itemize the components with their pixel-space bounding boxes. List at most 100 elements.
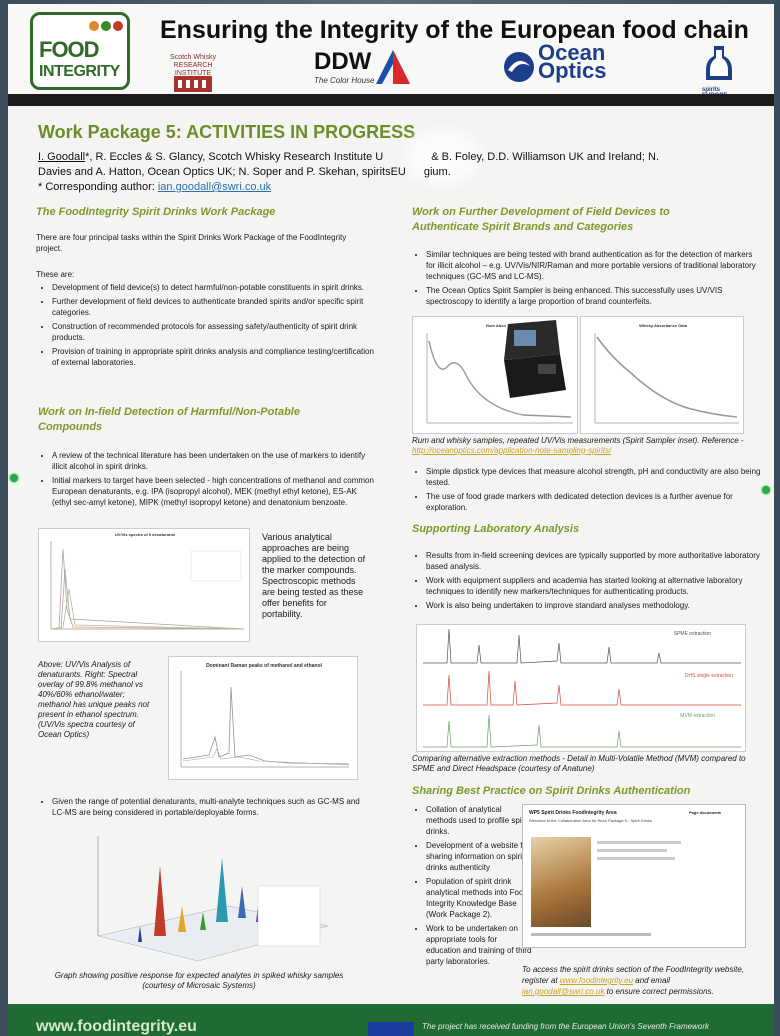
poster: FOOD INTEGRITY Ensuring the Integrity of… — [8, 4, 774, 1036]
list-item: Initial markers to target have been sele… — [52, 475, 374, 508]
chrom-label-spme: SPME extraction — [673, 631, 711, 637]
chromatogram-comparison: SPME extraction DHS single extraction MV… — [416, 624, 746, 752]
push-pin-right — [762, 486, 770, 494]
poster-footer: www.foodintegrity.eu The project has rec… — [8, 1004, 774, 1036]
list-item: Work is also being undertaken to improve… — [426, 600, 762, 611]
access-text-1: To access the spirit drinks section of t… — [522, 965, 745, 985]
sampler-caption-text: Rum and whisky samples, repeated UV/Vis … — [412, 436, 744, 445]
authors-line2-text: Davies and A. Hatton, Ocean Optics UK; N… — [38, 166, 406, 178]
left-section-1-these: These are: — [36, 270, 75, 279]
left-section-1-list: Development of field device(s) to detect… — [38, 282, 374, 371]
raman-chart: Dominant Raman peaks of methanol and eth… — [168, 656, 358, 780]
list-item: Provision of training in appropriate spi… — [52, 346, 374, 368]
swri-building-icon — [174, 76, 212, 92]
access-text-2: and email — [633, 976, 670, 985]
list-item: Population of spirit drink analytical me… — [426, 876, 532, 920]
spirits-bottle-icon — [706, 46, 732, 80]
authors-line-1: I. Goodall*, R. Eccles & S. Glancy, Scot… — [38, 150, 748, 165]
list-item: Collation of analytical methods used to … — [426, 804, 532, 837]
web-footer-line — [531, 933, 651, 936]
authors-line2-tail: gium. — [423, 166, 451, 178]
access-instructions: To access the spirit drinks section of t… — [522, 964, 746, 997]
graph-3d-caption: Graph showing positive response for expe… — [54, 971, 344, 990]
footer-funding-text: The project has received funding from th… — [422, 1022, 710, 1031]
access-email-link[interactable]: ian.goodall@swri.co.uk — [522, 987, 605, 996]
left-section-1-intro: There are four principal tasks within th… — [36, 233, 347, 253]
ddw-triangle-icon — [376, 50, 410, 84]
authors-line-2: Davies and A. Hatton, Ocean Optics UK; N… — [38, 165, 748, 180]
right-section-1-title: Work on Further Development of Field Dev… — [412, 206, 670, 233]
uv-vis-denaturants-chart: UV/Vis spectra of 5 denaturants — [38, 528, 250, 642]
list-item: A review of the technical literature has… — [52, 450, 374, 472]
eu-flag-icon — [368, 1022, 414, 1036]
list-item: Given the range of potential denaturants… — [52, 796, 374, 818]
list-item: The use of food grade markers with dedic… — [426, 491, 762, 513]
spirit-sampler-device-image — [504, 320, 566, 398]
list-item: Work to be undertaken on appropriate too… — [426, 923, 532, 967]
foodintegrity-logo: FOOD INTEGRITY — [30, 12, 130, 90]
swri-logo: Scotch Whisky RESEARCH INSTITUTE — [164, 48, 222, 94]
raman-chart-title: Dominant Raman peaks of methanol and eth… — [206, 663, 322, 669]
list-item: Work with equipment suppliers and academ… — [426, 575, 762, 597]
authors-block: I. Goodall*, R. Eccles & S. Glancy, Scot… — [38, 150, 748, 195]
list-item: Construction of recommended protocols fo… — [52, 321, 374, 343]
list-item: The Ocean Optics Spirit Sampler is being… — [426, 285, 762, 307]
list-item: Further development of field devices to … — [52, 296, 374, 318]
web-text-line — [597, 857, 675, 860]
microsaic-3d-graph — [97, 836, 329, 962]
spirits-europe-logo: spirits EUROPE — [702, 44, 738, 99]
right-section-3-list: Collation of analytical methods used to … — [412, 804, 532, 970]
uv-spectra-plot — [50, 541, 245, 630]
web-text-line — [597, 849, 667, 852]
uv-side-text: Various analytical approaches are being … — [262, 532, 366, 619]
web-text-line — [597, 841, 681, 844]
ocean-optics-swirl-icon — [504, 52, 534, 82]
poster-header: FOOD INTEGRITY Ensuring the Integrity of… — [8, 4, 774, 99]
website-screenshot: WP5 Spirit Drinks FoodIntegrity Area Wel… — [522, 804, 746, 948]
sampler-reference-link[interactable]: http://oceanoptics.com/application-note-… — [412, 446, 612, 455]
ocean-optics-logo: Ocean Optics — [538, 40, 607, 83]
rum-chart-title: Rum Absn — [486, 323, 506, 328]
sampler-caption: Rum and whisky samples, repeated UV/Vis … — [412, 436, 748, 456]
authors-line1-tail: & B. Foley, D.D. Williamson UK and Irela… — [431, 151, 660, 163]
corresponding-author: * Corresponding author: ian.goodall@swri… — [38, 180, 748, 195]
logo-dot-orange — [89, 21, 99, 31]
right-section-3-title: Sharing Best Practice on Spirit Drinks A… — [412, 785, 691, 797]
chromatogram-caption: Comparing alternative extraction methods… — [412, 754, 746, 773]
corresponding-email-link[interactable]: ian.goodall@swri.co.uk — [157, 181, 272, 193]
rum-absorbance-plot — [426, 333, 573, 424]
ddw-logo-sub: The Color House — [314, 76, 375, 85]
right-section-1-list: Similar techniques are being tested with… — [412, 249, 762, 310]
logo-dot-green — [101, 21, 111, 31]
lead-author: I. Goodall — [38, 151, 86, 163]
authors-line1-text: *, R. Eccles & S. Glancy, Scotch Whisky … — [85, 151, 384, 163]
left-section-2-list: A review of the technical literature has… — [38, 450, 374, 511]
logo-dot-red — [113, 21, 123, 31]
optics-word: Optics — [538, 58, 607, 83]
web-whisky-image — [531, 837, 591, 927]
web-docs-heading: Page documents — [689, 810, 722, 815]
foodintegrity-site-link[interactable]: www.foodintegrity.eu — [559, 976, 634, 985]
left-section-1-title: The FoodIntegrity Spirit Drinks Work Pac… — [36, 206, 276, 218]
chrom-label-dhs: DHS single extraction — [684, 673, 733, 679]
whisky-absorbance-plot — [594, 333, 739, 424]
web-subtitle: Welcome to the Collaboration Area for Wo… — [529, 818, 653, 823]
list-item: Simple dipstick type devices that measur… — [426, 466, 762, 488]
access-text-3: to ensure correct permissions. — [604, 987, 714, 996]
chromatogram-traces — [423, 628, 741, 748]
header-divider — [8, 94, 774, 106]
left-section-2-list-b: Given the range of potential denaturants… — [38, 796, 374, 821]
corresponding-label: * Corresponding author: — [38, 181, 158, 193]
logo-word-integrity: INTEGRITY — [39, 63, 120, 80]
raman-caption: Above: UV/Vis Analysis of denaturants. R… — [38, 660, 150, 739]
web-title: WP5 Spirit Drinks FoodIntegrity Area — [529, 810, 617, 816]
footer-website[interactable]: www.foodintegrity.eu — [36, 1018, 197, 1035]
ocean-word: Ocean — [538, 40, 606, 65]
list-item: Development of a website for sharing inf… — [426, 840, 532, 873]
poster-title: Work Package 5: ACTIVITIES IN PROGRESS — [38, 122, 416, 142]
swri-logo-text: Scotch Whisky RESEARCH INSTITUTE — [170, 54, 216, 77]
push-pin-left — [10, 474, 18, 482]
uv-chart-title: UV/Vis spectra of 5 denaturants — [114, 532, 176, 537]
list-item: Results from in-field screening devices … — [426, 550, 762, 572]
whisky-chart-title: Whisky Absorbance Data — [639, 323, 687, 328]
